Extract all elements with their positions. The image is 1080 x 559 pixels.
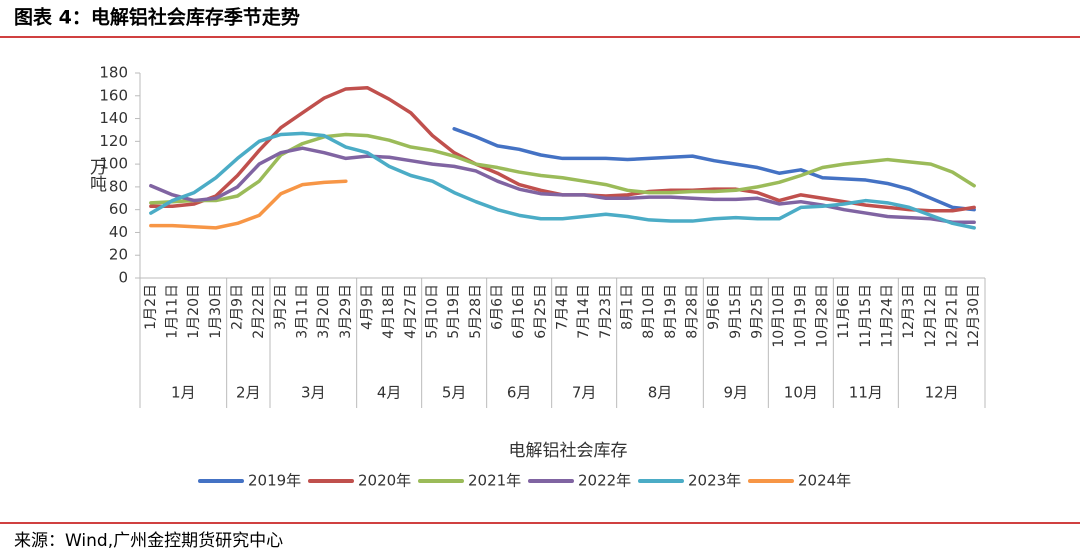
series-line: [452, 127, 976, 212]
y-tick-label: 40: [109, 223, 128, 241]
group-label: 7月: [572, 384, 597, 402]
x-tick-label: 11月6日: [836, 284, 852, 339]
y-tick-label: 100: [99, 155, 128, 173]
series-line: [149, 132, 976, 205]
x-tick-label: 5月10日: [425, 284, 441, 339]
x-tick-label: 3月2日: [273, 284, 289, 330]
x-tick-label: 6月6日: [490, 284, 506, 330]
group-label: 10月: [784, 384, 818, 402]
y-tick-label: 180: [99, 64, 128, 82]
x-tick-label: 4月9日: [360, 284, 376, 330]
x-tick-label: 2月9日: [230, 284, 246, 330]
x-tick-label: 3月11日: [295, 284, 311, 339]
x-tick-label: 7月4日: [555, 284, 571, 330]
x-tick-label: 9月15日: [728, 284, 744, 339]
group-label: 6月: [507, 384, 532, 402]
x-tick-label: 8月19日: [663, 284, 679, 339]
x-tick-label: 8月28日: [685, 284, 701, 339]
x-tick-label: 4月18日: [381, 284, 397, 339]
group-label: 12月: [925, 384, 959, 402]
x-tick-label: 2月22日: [251, 284, 267, 339]
x-tick-label: 6月25日: [533, 284, 549, 339]
group-label: 8月: [648, 384, 673, 402]
x-tick-label: 7月14日: [576, 284, 592, 339]
group-label: 11月: [849, 384, 883, 402]
y-axis-title: 万吨: [86, 158, 107, 192]
group-label: 3月: [301, 384, 326, 402]
x-tick-label: 12月3日: [901, 284, 917, 339]
x-tick-label: 1月11日: [165, 284, 181, 339]
series-line: [149, 179, 348, 230]
y-tick-label: 80: [109, 177, 128, 195]
x-axis-title: 电解铝社会库存: [509, 441, 628, 461]
x-tick-label: 12月21日: [945, 284, 961, 348]
y-tick-label: 60: [109, 200, 128, 218]
group-label: 2月: [236, 384, 261, 402]
x-tick-label: 10月10日: [771, 284, 787, 348]
x-tick-label: 12月12日: [923, 284, 939, 348]
legend-label: 2024年: [798, 472, 851, 490]
x-tick-label: 5月19日: [446, 284, 462, 339]
legend-label: 2020年: [358, 472, 411, 490]
x-tick-label: 12月30日: [966, 284, 982, 348]
x-tick-label: 11月24日: [880, 284, 896, 348]
group-label: 1月: [171, 384, 196, 402]
legend-label: 2022年: [578, 472, 631, 490]
x-tick-label: 11月15日: [858, 284, 874, 348]
x-tick-label: 8月1日: [620, 284, 636, 330]
source: 来源：Wind,广州金控期货研究中心: [14, 531, 283, 551]
x-tick-label: 1月30日: [208, 284, 224, 339]
x-tick-label: 6月16日: [511, 284, 527, 339]
chart-title: 图表 4：电解铝社会库存季节走势: [14, 6, 300, 29]
y-tick-label: 0: [118, 269, 128, 287]
y-tick-label: 20: [109, 246, 128, 264]
series-line: [149, 131, 976, 230]
x-tick-label: 1月2日: [143, 284, 159, 330]
legend-label: 2021年: [468, 472, 521, 490]
x-tick-label: 9月25日: [750, 284, 766, 339]
x-tick-label: 9月6日: [706, 284, 722, 330]
group-label: 5月: [442, 384, 467, 402]
x-tick-label: 7月23日: [598, 284, 614, 339]
legend-label: 2019年: [248, 472, 301, 490]
y-tick-label: 160: [99, 86, 128, 104]
series-line: [149, 86, 976, 213]
group-label: 4月: [377, 384, 402, 402]
x-tick-label: 3月20日: [316, 284, 332, 339]
y-tick-label: 120: [99, 132, 128, 150]
y-tick-label: 140: [99, 109, 128, 127]
x-tick-label: 5月28日: [468, 284, 484, 339]
x-tick-label: 10月19日: [793, 284, 809, 348]
series-line: [149, 146, 976, 224]
x-tick-label: 4月27日: [403, 284, 419, 339]
legend-label: 2023年: [688, 472, 741, 490]
x-tick-label: 8月10日: [641, 284, 657, 339]
group-label: 9月: [724, 384, 749, 402]
x-tick-label: 3月29日: [338, 284, 354, 339]
x-tick-label: 10月28日: [815, 284, 831, 348]
x-tick-label: 1月20日: [186, 284, 202, 339]
